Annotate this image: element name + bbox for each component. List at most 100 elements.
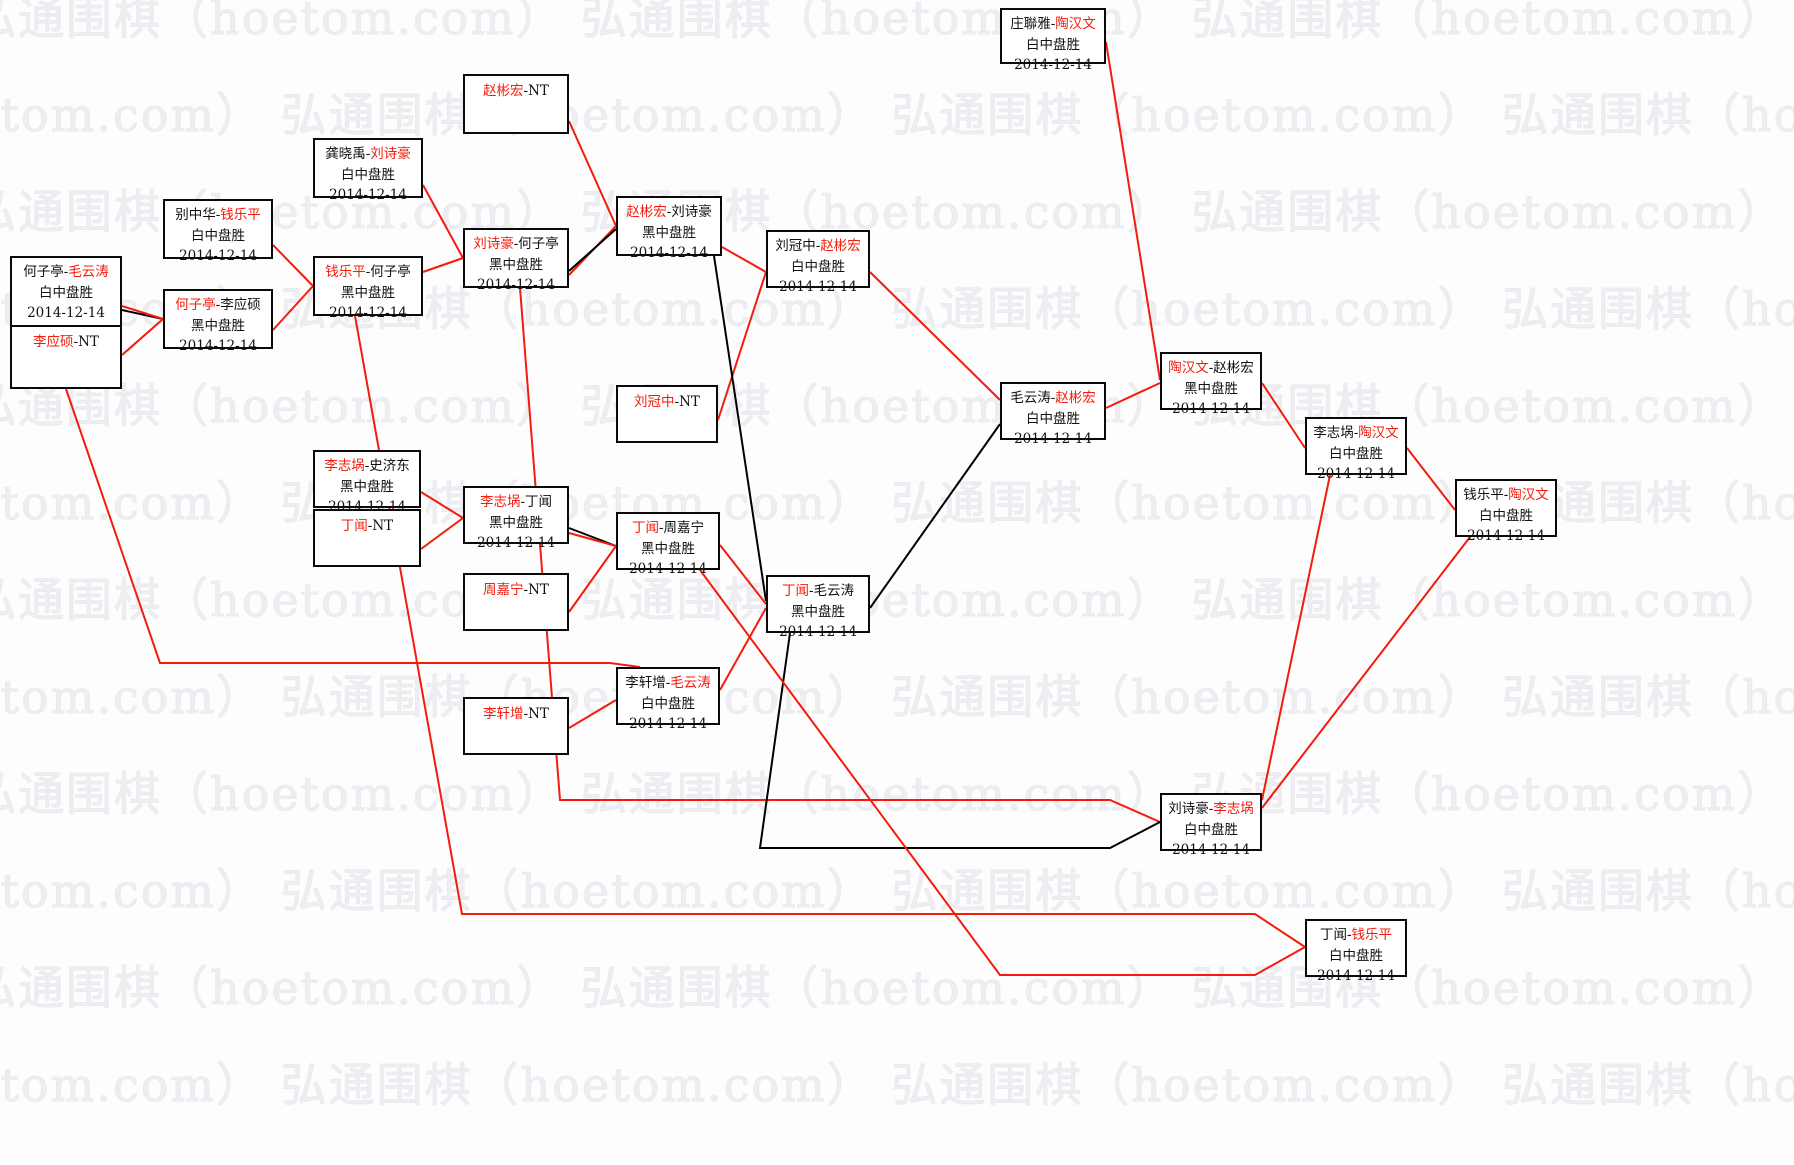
player-right: 刘诗豪 — [370, 146, 411, 162]
connector-n18-n19 — [568, 699, 617, 729]
match-node[interactable]: 钱乐平-何子亭 黑中盘胜 2014-12-14 — [313, 256, 423, 321]
match-date: 2014-12-14 — [1172, 401, 1250, 418]
connector-n3-n6 — [272, 244, 314, 287]
match-node[interactable]: 别中华-钱乐平 白中盘胜 2014-12-14 — [163, 199, 273, 264]
player-left: 龚晓禹 — [325, 146, 366, 162]
match-result: 黑中盘胜 — [191, 317, 245, 334]
player-left: 何子亭 — [23, 264, 64, 280]
match-result: 黑中盘胜 — [340, 478, 394, 495]
player-left: 李志埚 — [1313, 425, 1354, 441]
player-right: 陶汉文 — [1508, 487, 1549, 503]
connector-n25-n24 — [1261, 536, 1471, 809]
player-right: 李应硕 — [220, 297, 261, 313]
match-node[interactable]: 陶汉文-赵彬宏 黑中盘胜 2014-12-14 — [1160, 352, 1262, 417]
match-players: 刘冠中-赵彬宏 — [768, 236, 868, 257]
match-node[interactable]: 李轩增-毛云涛 白中盘胜 2014-12-14 — [616, 667, 720, 732]
versus-dash: - — [658, 520, 664, 536]
versus-dash: - — [666, 204, 672, 220]
versus-dash: - — [365, 146, 371, 162]
versus-dash: - — [523, 582, 529, 598]
bye-node[interactable]: 李轩增-NT — [463, 697, 569, 755]
connector-n22-n23 — [1261, 382, 1306, 449]
match-result: 黑中盘胜 — [642, 224, 696, 241]
match-node[interactable]: 李志埚-陶汉文 白中盘胜 2014-12-14 — [1305, 417, 1407, 482]
player-left: 钱乐平 — [325, 264, 366, 280]
player-right: 钱乐平 — [1351, 927, 1393, 943]
player-left: 刘诗豪 — [1168, 801, 1209, 817]
match-result: 白中盘胜 — [39, 284, 93, 301]
connector-n12-n22 — [1105, 41, 1161, 381]
match-players: 周嘉宁-NT — [465, 580, 567, 601]
match-node[interactable]: 丁闻-毛云涛 黑中盘胜 2014-12-14 — [766, 575, 870, 640]
versus-dash: - — [1050, 16, 1056, 32]
match-players: 龚晓禹-刘诗豪 — [315, 144, 421, 165]
versus-dash: - — [367, 518, 373, 534]
player-right: 赵彬宏 — [1213, 360, 1254, 376]
connector-n20-n21 — [869, 423, 1001, 609]
player-right: 史济东 — [369, 458, 410, 474]
match-node[interactable]: 李志埚-丁闻 黑中盘胜 2014-12-14 — [463, 486, 569, 551]
match-node[interactable]: 龚晓禹-刘诗豪 白中盘胜 2014-12-14 — [313, 138, 423, 203]
player-right: 陶汉文 — [1358, 425, 1399, 441]
match-node[interactable]: 刘冠中-赵彬宏 白中盘胜 2014-12-14 — [766, 230, 870, 295]
match-node[interactable]: 丁闻-周嘉宁 黑中盘胜 2014-12-14 — [616, 512, 720, 577]
match-result: 黑中盘胜 — [1184, 380, 1238, 397]
match-players: 钱乐平-何子亭 — [315, 262, 421, 283]
match-node[interactable]: 李志埚-史济东 黑中盘胜 2014-12-14 — [313, 450, 421, 515]
match-players: 刘诗豪-李志埚 — [1162, 799, 1260, 820]
match-players: 别中华-钱乐平 — [165, 205, 271, 226]
match-result: 黑中盘胜 — [791, 603, 845, 620]
player-left: 庄聯雅 — [1010, 16, 1051, 32]
player-left: 陶汉文 — [1168, 360, 1209, 376]
match-node[interactable]: 刘诗豪-李志埚 白中盘胜 2014-12-14 — [1160, 793, 1262, 858]
match-players: 陶汉文-赵彬宏 — [1162, 358, 1260, 379]
versus-dash: - — [1503, 487, 1509, 503]
match-result: 白中盘胜 — [1329, 445, 1383, 462]
versus-dash: - — [63, 264, 69, 280]
match-date: 2014-12-14 — [779, 279, 857, 296]
match-result: 白中盘胜 — [1184, 821, 1238, 838]
match-result: 白中盘胜 — [1026, 410, 1080, 427]
bye-node[interactable]: 丁闻-NT — [313, 509, 421, 567]
bye-node[interactable]: 刘冠中-NT — [616, 385, 718, 443]
connector-n13-n15 — [420, 491, 464, 519]
match-node[interactable]: 庄聯雅-陶汉文 白中盘胜 2014-12-14 — [1000, 8, 1106, 73]
match-date: 2014-12-14 — [477, 535, 555, 552]
player-left: 刘诗豪 — [473, 236, 514, 252]
versus-dash: - — [1050, 390, 1056, 406]
match-players: 丁闻-周嘉宁 — [618, 518, 718, 539]
match-result: 白中盘胜 — [1479, 507, 1533, 524]
match-players: 李应硕-NT — [12, 332, 120, 353]
bye-node[interactable]: 李应硕-NT — [10, 325, 122, 389]
versus-dash: - — [513, 236, 519, 252]
player-right: 刘诗豪 — [671, 204, 712, 220]
match-node[interactable]: 赵彬宏-刘诗豪 黑中盘胜 2014-12-14 — [616, 196, 722, 261]
match-node[interactable]: 丁闻-钱乐平 白中盘胜 2014-12-14 — [1305, 919, 1407, 984]
player-right: 丁闻 — [525, 494, 553, 510]
connector-n21-n22 — [1105, 382, 1161, 409]
match-node[interactable]: 钱乐平-陶汉文 白中盘胜 2014-12-14 — [1455, 479, 1557, 544]
match-node[interactable]: 刘诗豪-何子亭 黑中盘胜 2014-12-14 — [463, 228, 569, 293]
match-date: 2014-12-14 — [1467, 528, 1545, 545]
player-left: 别中华 — [175, 207, 216, 223]
match-node[interactable]: 毛云涛-赵彬宏 白中盘胜 2014-12-14 — [1000, 382, 1106, 447]
match-players: 赵彬宏-刘诗豪 — [618, 202, 720, 223]
player-left: 周嘉宁 — [483, 582, 524, 598]
connector-n11-n21 — [869, 271, 1001, 401]
match-players: 李志埚-史济东 — [315, 456, 419, 477]
bye-node[interactable]: 赵彬宏-NT — [463, 74, 569, 134]
versus-dash: - — [365, 264, 371, 280]
bye-node[interactable]: 周嘉宁-NT — [463, 573, 569, 631]
player-right: NT — [78, 334, 99, 350]
match-node[interactable]: 何子亭-李应硕 黑中盘胜 2014-12-14 — [163, 289, 273, 354]
connector-n20-n25 — [758, 632, 1161, 849]
versus-dash: - — [674, 394, 680, 410]
match-date: 2014-12-14 — [1317, 466, 1395, 483]
match-result: 白中盘胜 — [791, 258, 845, 275]
match-players: 李轩增-毛云涛 — [618, 673, 718, 694]
player-right: NT — [528, 582, 549, 598]
match-date: 2014-12-14 — [1172, 842, 1250, 859]
match-players: 刘诗豪-何子亭 — [465, 234, 567, 255]
connector-n4-n6 — [272, 285, 314, 331]
match-result: 黑中盘胜 — [489, 256, 543, 273]
